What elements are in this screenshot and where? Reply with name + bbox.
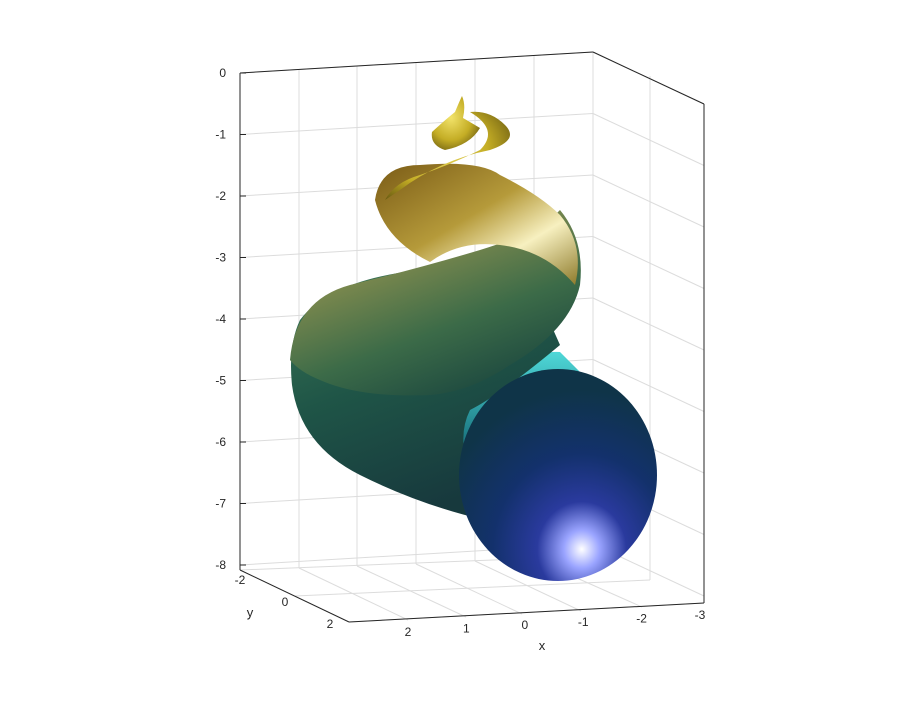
- helix-surface: [290, 96, 657, 581]
- z-gridline: [592, 297, 705, 351]
- axes-box: [239, 51, 705, 623]
- z-tick-label: -5: [215, 374, 226, 388]
- z-gridline: [592, 236, 705, 289]
- z-tick-label: -7: [215, 497, 226, 511]
- z-axis-ticks: 0 -1 -2 -3 -4 -5 -6 -7 -8: [215, 66, 246, 572]
- x-tick-label: -3: [695, 608, 706, 622]
- y-tick-label: -2: [235, 573, 246, 587]
- y-tick-label: 2: [327, 617, 334, 631]
- x-tick-label: -1: [578, 615, 589, 629]
- z-gridline: [239, 113, 594, 135]
- x-tick-label: 1: [463, 622, 470, 636]
- z-tick-label: -3: [215, 251, 226, 265]
- z-gridline: [592, 174, 705, 228]
- y-axis-ticks: -2 0 2: [235, 573, 334, 631]
- z-tick-label: -6: [215, 435, 226, 449]
- z-tick-label: 0: [219, 66, 226, 80]
- y-axis-label: y: [247, 605, 254, 620]
- x-tick-label: 2: [405, 625, 412, 639]
- z-tick-label: -1: [215, 128, 226, 142]
- x-tick-label: -2: [636, 611, 647, 625]
- z-tick-label: -4: [215, 312, 226, 326]
- z-tick-label: -2: [215, 189, 226, 203]
- x-axis-label: x: [539, 638, 546, 653]
- y-tick-label: 0: [282, 595, 289, 609]
- x-tick-label: 0: [521, 618, 528, 632]
- x-axis-ticks: 2 1 0 -1 -2 -3: [405, 608, 706, 639]
- z-gridline: [592, 113, 705, 166]
- z-tick-label: -8: [215, 558, 226, 572]
- z-gridline: [592, 359, 705, 412]
